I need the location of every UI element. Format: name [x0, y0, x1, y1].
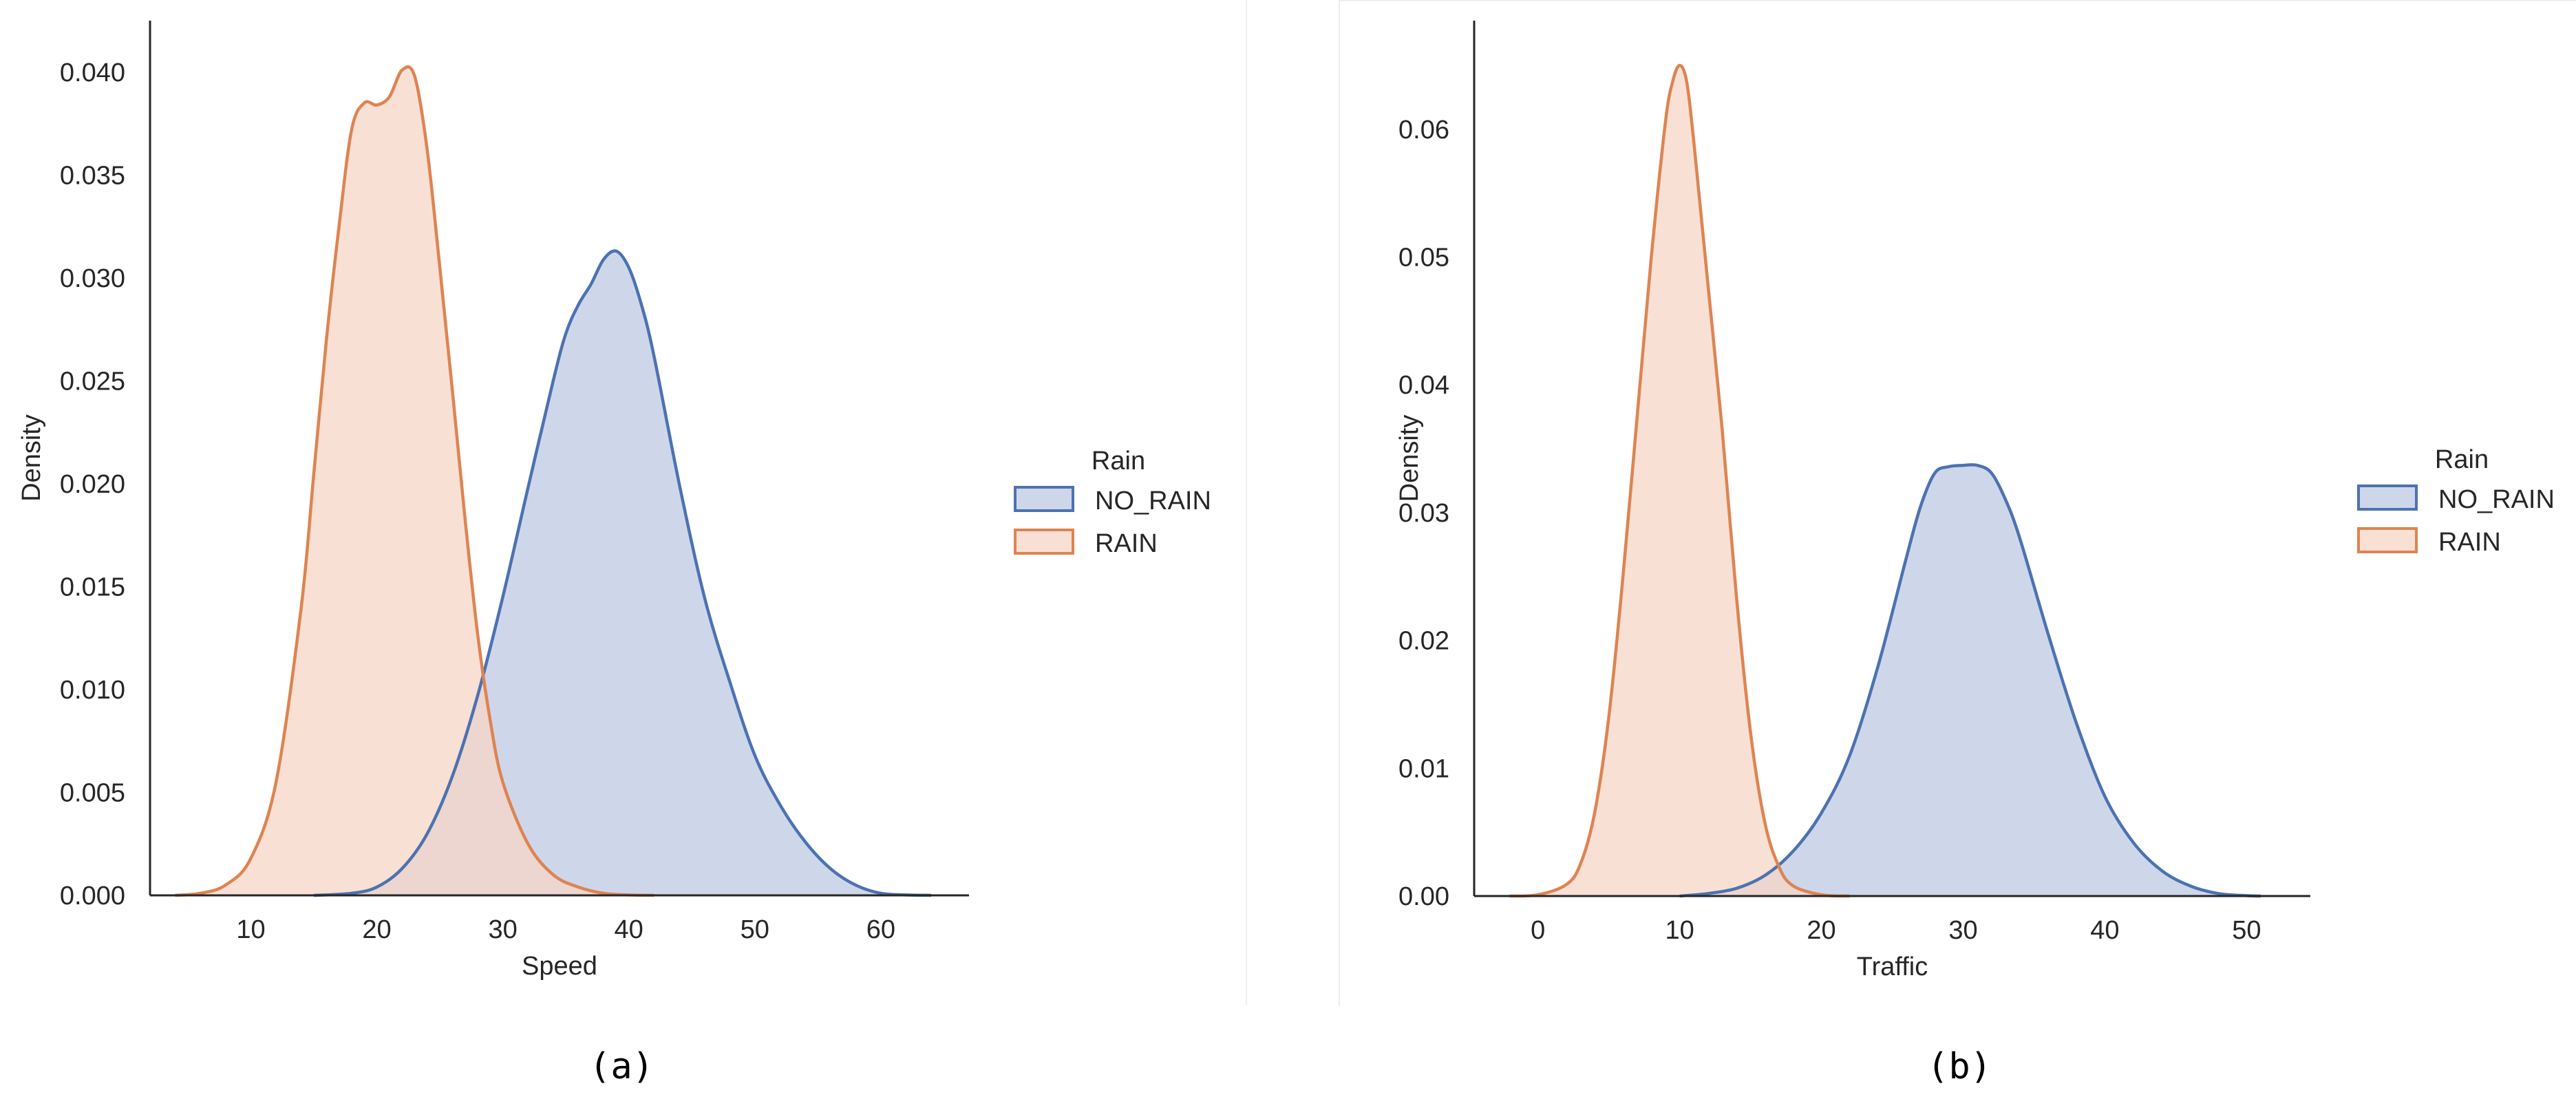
speed-legend-swatch-no-rain — [1014, 486, 1074, 512]
speed-x-tick-label: 30 — [488, 915, 517, 944]
traffic-line-no-rain — [1679, 463, 2261, 898]
traffic-y-tick-label: 0.04 — [1398, 371, 1449, 400]
speed-y-tick-label: 0.025 — [60, 367, 125, 396]
traffic-legend-swatch-rain — [2357, 527, 2418, 553]
speed-y-axis-label: Density — [17, 414, 46, 502]
traffic-y-tick-label: 0.02 — [1398, 627, 1449, 656]
traffic-x-axis-label: Traffic — [1857, 952, 1928, 981]
traffic-x-tick-label: 40 — [2090, 916, 2119, 945]
traffic-line-rain — [1509, 63, 1850, 898]
speed-line-no-rain — [313, 249, 932, 897]
caption-a: (a) — [589, 1046, 654, 1087]
traffic-density-chart: 0 10 20 30 40 50 0.00 0.01 0.02 0.03 0.04 0.05 0.06 T… — [1395, 21, 2555, 981]
traffic-area-rain — [1509, 65, 1850, 897]
speed-y-tick-label: 0.030 — [60, 264, 125, 293]
caption-b: (b) — [1927, 1046, 1992, 1087]
traffic-y-tick-label: 0.05 — [1398, 244, 1449, 273]
traffic-y-tick-label: 0.01 — [1398, 754, 1449, 783]
speed-x-axis-label: Speed — [522, 952, 597, 981]
speed-x-tick-label: 10 — [236, 915, 265, 944]
traffic-area-no-rain — [1679, 465, 2261, 896]
speed-y-tick-label: 0.000 — [60, 882, 125, 910]
traffic-y-tick-label: 0.03 — [1398, 499, 1449, 528]
speed-x-tick-label: 20 — [362, 915, 391, 944]
traffic-legend-swatch-no-rain — [2357, 484, 2418, 511]
traffic-x-tick-label: 0 — [1531, 916, 1545, 945]
traffic-legend-title: Rain — [2435, 445, 2489, 474]
traffic-x-tick-label: 30 — [1948, 916, 1977, 945]
speed-y-tick-label: 0.005 — [60, 778, 125, 807]
speed-density-chart: 10 20 30 40 50 60 0.000 0.005 0.010 0.015 0.020 0.0… — [17, 21, 1211, 981]
traffic-legend: Rain NO_RAIN RAIN — [2357, 445, 2555, 557]
speed-area-rain — [175, 67, 654, 896]
speed-legend-title: Rain — [1092, 447, 1145, 476]
speed-y-tick-label: 0.035 — [60, 161, 125, 190]
traffic-y-tick-label: 0.00 — [1398, 882, 1449, 911]
traffic-x-tick-label: 50 — [2232, 916, 2261, 945]
traffic-legend-label-rain: RAIN — [2438, 528, 2501, 557]
traffic-x-tick-label: 20 — [1807, 916, 1835, 945]
speed-legend-swatch-rain — [1014, 529, 1074, 555]
traffic-legend-label-no-rain: NO_RAIN — [2438, 485, 2555, 514]
speed-x-tick-label: 50 — [741, 915, 769, 944]
chart-panel-a: 10 20 30 40 50 60 0.000 0.005 0.010 0.015 0.020 0.0… — [0, 0, 1247, 1005]
speed-line-rain — [175, 65, 654, 897]
traffic-y-axis-label: Density — [1395, 415, 1424, 502]
speed-y-tick-label: 0.010 — [60, 676, 125, 705]
speed-y-tick-label: 0.040 — [60, 58, 125, 87]
chart-panel-b: 0 10 20 30 40 50 0.00 0.01 0.02 0.03 0.04 0.05 0.06 T… — [1339, 0, 2576, 1006]
speed-legend: Rain NO_RAIN RAIN — [1014, 447, 1211, 558]
traffic-y-tick-label: 0.06 — [1398, 116, 1449, 145]
speed-x-tick-label: 40 — [615, 915, 643, 944]
speed-x-tick-label: 60 — [866, 915, 895, 944]
speed-y-tick-label: 0.020 — [60, 470, 125, 499]
traffic-x-tick-label: 10 — [1665, 916, 1694, 945]
speed-y-tick-label: 0.015 — [60, 573, 125, 601]
speed-legend-label-no-rain: NO_RAIN — [1095, 487, 1211, 515]
speed-legend-label-rain: RAIN — [1095, 529, 1158, 558]
